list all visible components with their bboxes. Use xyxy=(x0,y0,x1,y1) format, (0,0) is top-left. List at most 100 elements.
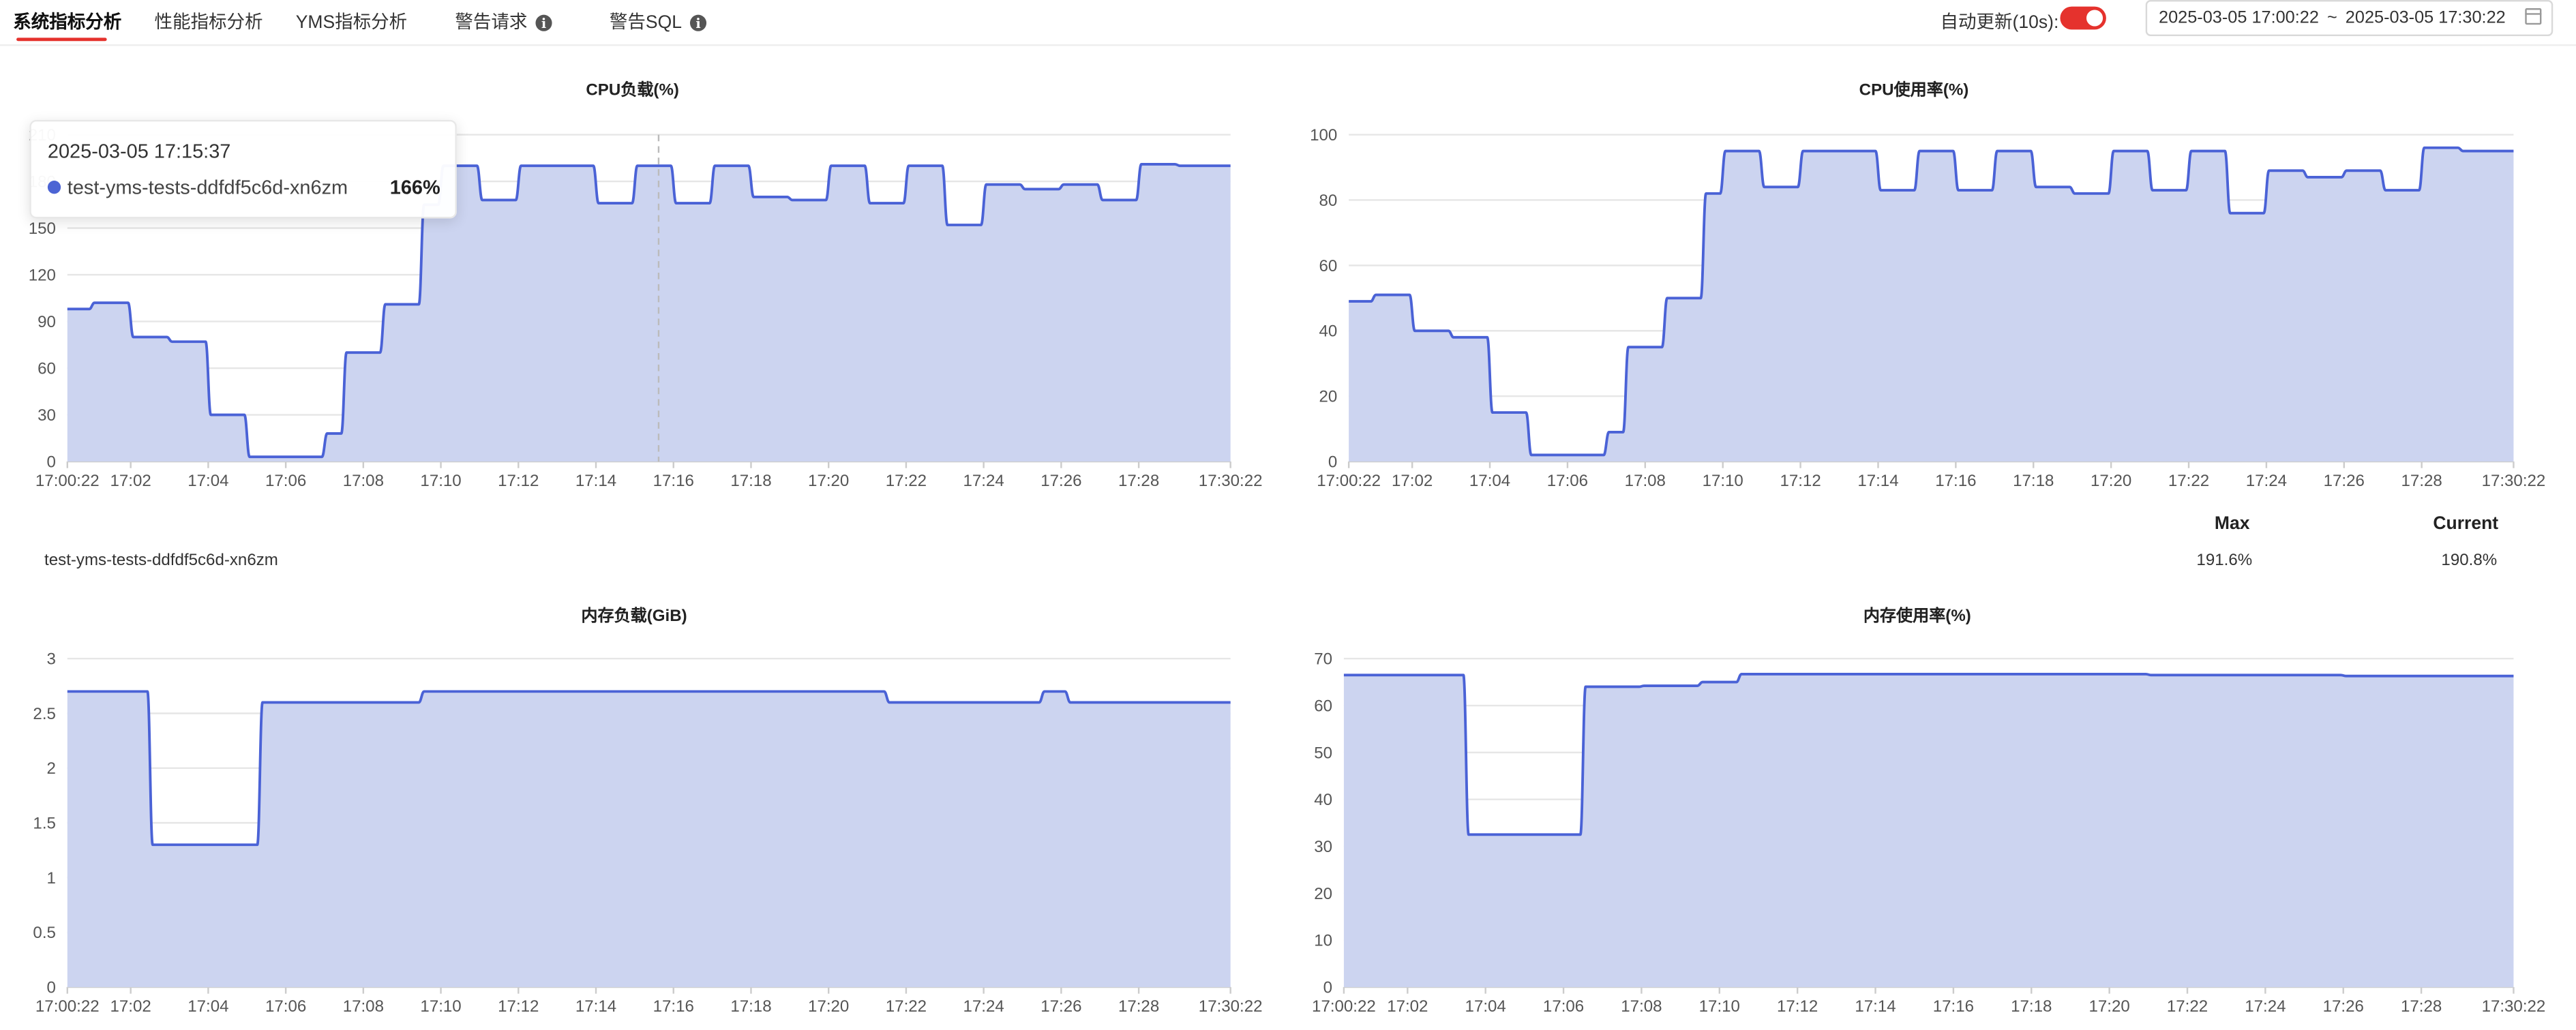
x-tick-label: 17:26 xyxy=(1040,472,1081,490)
tab-warning-requests[interactable]: 警告请求 i xyxy=(455,8,552,35)
x-tick-label: 17:28 xyxy=(1118,997,1159,1016)
tab-system-metrics[interactable]: 系统指标分析 xyxy=(13,8,121,35)
series-line[interactable] xyxy=(1349,146,2514,457)
x-tick-label: 17:04 xyxy=(188,472,228,490)
active-tab-indicator xyxy=(16,37,107,42)
tab-label: 警告SQL xyxy=(609,13,682,33)
x-tick-label: 17:20 xyxy=(808,472,849,490)
x-tick-label: 17:00:22 xyxy=(1317,472,1381,490)
time-range-picker[interactable]: 2025-03-05 17:00:22 ~2025-03-05 17:30:22 xyxy=(2145,0,2553,37)
x-tick-label: 17:12 xyxy=(498,472,539,490)
x-tick-label: 17:30:22 xyxy=(2482,997,2546,1016)
x-tick-label: 17:00:22 xyxy=(35,472,100,490)
x-tick-label: 17:24 xyxy=(963,472,1004,490)
x-tick-label: 17:16 xyxy=(1933,997,1974,1016)
x-tick-label: 17:08 xyxy=(1621,997,1662,1016)
x-tick-label: 17:20 xyxy=(808,997,849,1016)
auto-refresh-label: 自动更新(10s): xyxy=(1940,13,2059,33)
x-tick-label: 17:16 xyxy=(1935,472,1976,490)
x-tick-label: 17:12 xyxy=(1777,997,1818,1016)
tab-label: 性能指标分析 xyxy=(154,13,263,33)
y-tick-label: 2 xyxy=(47,759,56,778)
x-tick-label: 17:24 xyxy=(2246,472,2287,490)
x-tick-label: 17:24 xyxy=(963,997,1004,1016)
x-tick-label: 17:28 xyxy=(2401,997,2442,1016)
y-tick-label: 60 xyxy=(1314,697,1332,715)
tab-performance-metrics[interactable]: 性能指标分析 xyxy=(154,8,263,35)
y-tick-label: 30 xyxy=(38,406,56,425)
auto-refresh-toggle[interactable] xyxy=(2060,6,2106,30)
x-tick-label: 17:20 xyxy=(2088,997,2129,1016)
x-tick-label: 17:18 xyxy=(2013,472,2054,490)
x-tick-label: 17:28 xyxy=(1118,472,1159,490)
y-tick-label: 120 xyxy=(29,266,56,284)
series-line[interactable] xyxy=(67,163,1231,459)
x-tick-label: 17:02 xyxy=(110,472,151,490)
x-tick-label: 17:18 xyxy=(730,997,771,1016)
x-tick-label: 17:00:22 xyxy=(1312,997,1376,1016)
x-tick-label: 17:30:22 xyxy=(2482,472,2546,490)
y-tick-label: 0 xyxy=(1323,979,1332,997)
series-dot-icon xyxy=(47,181,61,194)
x-tick-label: 17:04 xyxy=(188,997,228,1016)
tooltip-value: 166% xyxy=(389,175,440,199)
x-tick-label: 17:04 xyxy=(1465,997,1506,1016)
x-tick-label: 17:12 xyxy=(498,997,539,1016)
x-tick-label: 17:20 xyxy=(2091,472,2131,490)
series-area xyxy=(1349,147,2514,462)
info-icon[interactable]: i xyxy=(535,14,552,31)
y-tick-label: 0 xyxy=(1328,453,1337,471)
legend-series-name[interactable]: test-yms-tests-ddfdf5c6d-xn6zm xyxy=(44,551,278,571)
y-tick-label: 2.5 xyxy=(33,705,55,723)
y-tick-label: 60 xyxy=(1319,257,1337,275)
chart-tooltip: 2025-03-05 17:15:37 test-yms-tests-ddfdf… xyxy=(29,119,457,219)
chart-title: 内存使用率(%) xyxy=(1863,607,1971,626)
x-tick-label: 17:30:22 xyxy=(1199,997,1263,1016)
y-tick-label: 0 xyxy=(47,979,56,997)
y-tick-label: 60 xyxy=(38,359,56,378)
tooltip-time: 2025-03-05 17:15:37 xyxy=(47,139,231,163)
chart-title: CPU使用率(%) xyxy=(1859,82,1969,100)
x-tick-label: 17:26 xyxy=(2323,997,2364,1016)
y-tick-label: 50 xyxy=(1314,744,1332,762)
x-tick-label: 17:00:22 xyxy=(35,997,100,1016)
x-tick-label: 17:06 xyxy=(265,472,306,490)
series-line[interactable] xyxy=(67,690,1231,847)
current-value: 190.8% xyxy=(2441,551,2498,571)
series-area xyxy=(67,164,1231,462)
tab-warning-sql[interactable]: 警告SQL i xyxy=(609,8,707,35)
series-area xyxy=(67,691,1231,988)
y-tick-label: 90 xyxy=(38,313,56,331)
tab-label: YMS指标分析 xyxy=(295,13,408,33)
tab-yms-metrics[interactable]: YMS指标分析 xyxy=(296,8,407,35)
y-tick-label: 10 xyxy=(1314,932,1332,950)
x-tick-label: 17:04 xyxy=(1469,472,1510,490)
max-value: 191.6% xyxy=(2196,551,2253,571)
x-tick-label: 17:12 xyxy=(1780,472,1821,490)
y-tick-label: 0 xyxy=(47,453,56,471)
x-tick-label: 17:18 xyxy=(2011,997,2052,1016)
y-tick-label: 150 xyxy=(29,219,56,238)
x-tick-label: 17:16 xyxy=(653,997,694,1016)
x-tick-label: 17:14 xyxy=(575,472,616,490)
x-tick-label: 17:08 xyxy=(1625,472,1666,490)
x-tick-label: 17:28 xyxy=(2401,472,2442,490)
calendar-icon[interactable] xyxy=(2525,8,2542,25)
x-tick-label: 17:26 xyxy=(1040,997,1081,1016)
x-tick-label: 17:10 xyxy=(420,472,461,490)
x-tick-label: 17:06 xyxy=(1543,997,1584,1016)
x-tick-label: 17:22 xyxy=(886,472,927,490)
range-start: 2025-03-05 17:00:22 xyxy=(2159,8,2319,28)
info-icon[interactable]: i xyxy=(690,14,707,31)
y-tick-label: 40 xyxy=(1314,791,1332,809)
y-tick-label: 1.5 xyxy=(33,815,55,833)
y-tick-label: 40 xyxy=(1319,322,1337,341)
range-separator: ~ xyxy=(2326,8,2337,28)
series-line[interactable] xyxy=(1343,672,2514,836)
y-tick-label: 1 xyxy=(47,869,56,888)
x-tick-label: 17:14 xyxy=(575,997,616,1016)
x-tick-label: 17:02 xyxy=(1387,997,1428,1016)
